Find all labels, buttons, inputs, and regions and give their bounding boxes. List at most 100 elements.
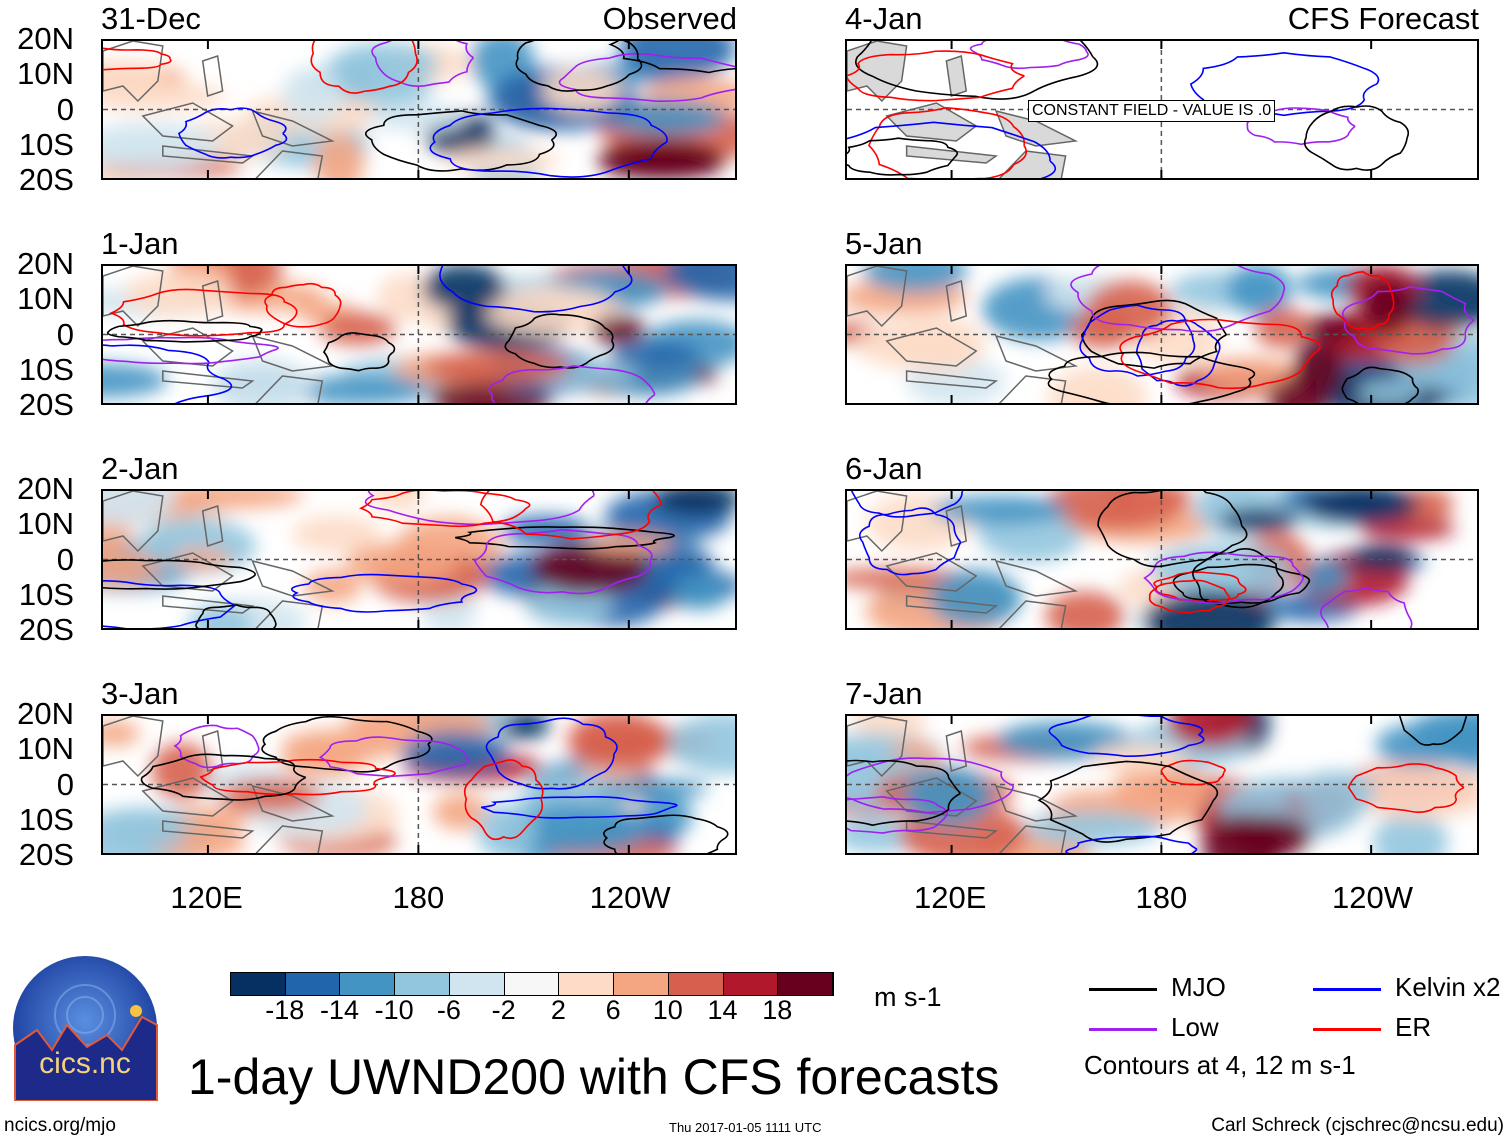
panel-date-label: 4-Jan bbox=[845, 1, 923, 36]
contour-line bbox=[1079, 304, 1196, 377]
observed-header: Observed bbox=[602, 1, 737, 36]
colorbar-label: -14 bbox=[319, 995, 359, 1025]
colorbar-label: -18 bbox=[265, 995, 305, 1025]
contour-line bbox=[264, 282, 342, 328]
colorbar-swatch bbox=[723, 973, 779, 995]
contour-line bbox=[439, 266, 633, 313]
contour-line bbox=[140, 753, 307, 801]
legend-label: Low bbox=[1171, 1012, 1219, 1042]
contour-line bbox=[364, 491, 595, 526]
map-panel-observed-1 bbox=[101, 264, 737, 405]
contour-line bbox=[480, 796, 678, 819]
contour-line bbox=[310, 41, 418, 94]
contour-line bbox=[867, 106, 1028, 178]
map-panel-observed-3 bbox=[101, 714, 737, 855]
contour-line bbox=[847, 759, 961, 827]
legend-label: MJO bbox=[1171, 972, 1226, 1002]
contour-line bbox=[364, 110, 558, 172]
wind-shading bbox=[847, 266, 1477, 403]
map-panel-forecast-1 bbox=[845, 264, 1479, 405]
contour-line bbox=[515, 41, 643, 92]
contour-line bbox=[261, 716, 433, 773]
contour-line bbox=[847, 137, 959, 176]
contour-line bbox=[479, 491, 663, 540]
colorbar-swatch bbox=[340, 973, 396, 995]
contour-line bbox=[1172, 563, 1311, 605]
contour-line bbox=[103, 47, 172, 71]
lat-label: 10N bbox=[17, 506, 74, 542]
contour-line bbox=[969, 41, 1089, 70]
lon-label: 180 bbox=[392, 880, 445, 915]
contour-line bbox=[103, 559, 257, 590]
map-panel-forecast-3 bbox=[845, 714, 1479, 855]
contour-line bbox=[603, 814, 729, 853]
constant-field-note: CONSTANT FIELD - VALUE IS .0 bbox=[1028, 100, 1276, 122]
forecast-header: CFS Forecast bbox=[1287, 1, 1479, 36]
contour-line bbox=[1080, 299, 1227, 369]
map-panel-observed-0 bbox=[101, 39, 737, 180]
lat-label: 10S bbox=[18, 351, 74, 387]
lat-label: 10N bbox=[17, 56, 74, 92]
lat-label: 20N bbox=[17, 21, 74, 56]
colorbar-swatch bbox=[559, 973, 615, 995]
lon-label: 120W bbox=[1331, 880, 1413, 915]
legend-line-mjo bbox=[1089, 988, 1157, 991]
contour-line bbox=[1097, 491, 1248, 568]
panel-date-label: 7-Jan bbox=[845, 676, 923, 711]
colorbar-label: 10 bbox=[652, 995, 683, 1025]
contour-line bbox=[371, 41, 475, 87]
contour-line bbox=[608, 41, 735, 74]
contour-line bbox=[1047, 351, 1256, 403]
contour-line bbox=[855, 41, 1099, 100]
lat-label: 0 bbox=[56, 541, 74, 577]
colorbar bbox=[230, 972, 834, 996]
contour-line bbox=[1342, 286, 1475, 355]
colorbar-label: 6 bbox=[605, 995, 621, 1025]
map-panel-forecast-2 bbox=[845, 489, 1479, 630]
figure-title: 1-day UWND200 with CFS forecasts bbox=[188, 1049, 1000, 1105]
footer-timestamp: Thu 2017-01-05 1111 UTC bbox=[669, 1120, 822, 1135]
contour-line bbox=[177, 107, 288, 159]
contour-line bbox=[106, 319, 263, 343]
contour-line bbox=[1065, 835, 1198, 853]
colorbar-swatch bbox=[285, 973, 341, 995]
lat-label: 20S bbox=[18, 837, 74, 873]
contour-note: Contours at 4, 12 m s-1 bbox=[1084, 1050, 1356, 1080]
colorbar-swatch bbox=[231, 973, 286, 995]
contour-line bbox=[1192, 548, 1284, 609]
contour-line bbox=[1320, 586, 1413, 628]
colorbar-swatch bbox=[504, 973, 560, 995]
panel-date-label: 6-Jan bbox=[845, 451, 923, 486]
wind-shading bbox=[847, 491, 1456, 628]
units-label: m s-1 bbox=[874, 982, 942, 1012]
lat-label: 10N bbox=[17, 281, 74, 317]
lat-label: 20S bbox=[18, 162, 74, 198]
lon-label: 180 bbox=[1135, 880, 1188, 915]
contour-line bbox=[851, 491, 964, 518]
footer-url[interactable]: ncics.org/mjo bbox=[4, 1115, 116, 1136]
svg-text:cics.nc: cics.nc bbox=[39, 1047, 131, 1080]
contour-line bbox=[318, 736, 470, 778]
lat-label: 0 bbox=[56, 91, 74, 127]
contour-line bbox=[103, 579, 236, 628]
contour-line bbox=[504, 313, 615, 369]
contour-line bbox=[1341, 366, 1419, 403]
land-outline bbox=[847, 491, 1079, 628]
colorbar-label: 14 bbox=[707, 995, 738, 1025]
lat-label: 10N bbox=[17, 731, 74, 767]
legend-label: ER bbox=[1395, 1012, 1432, 1042]
contour-line bbox=[1148, 579, 1231, 614]
contour-line bbox=[290, 573, 478, 613]
legend-line-er bbox=[1313, 1028, 1381, 1031]
contour-line bbox=[1119, 318, 1321, 390]
contour-line bbox=[1347, 763, 1465, 814]
colorbar-label: -6 bbox=[436, 995, 461, 1025]
footer-author: Carl Schreck (cjschrec@ncsu.edu) bbox=[1211, 1115, 1504, 1136]
colorbar-swatch bbox=[449, 973, 505, 995]
contour-line bbox=[1143, 551, 1305, 604]
legend-line-kelvin-x2 bbox=[1313, 988, 1381, 991]
colorbar-label: -2 bbox=[491, 995, 516, 1025]
contour-line bbox=[1070, 266, 1286, 333]
legend-line-low bbox=[1089, 1028, 1157, 1031]
contour-line bbox=[463, 759, 544, 841]
